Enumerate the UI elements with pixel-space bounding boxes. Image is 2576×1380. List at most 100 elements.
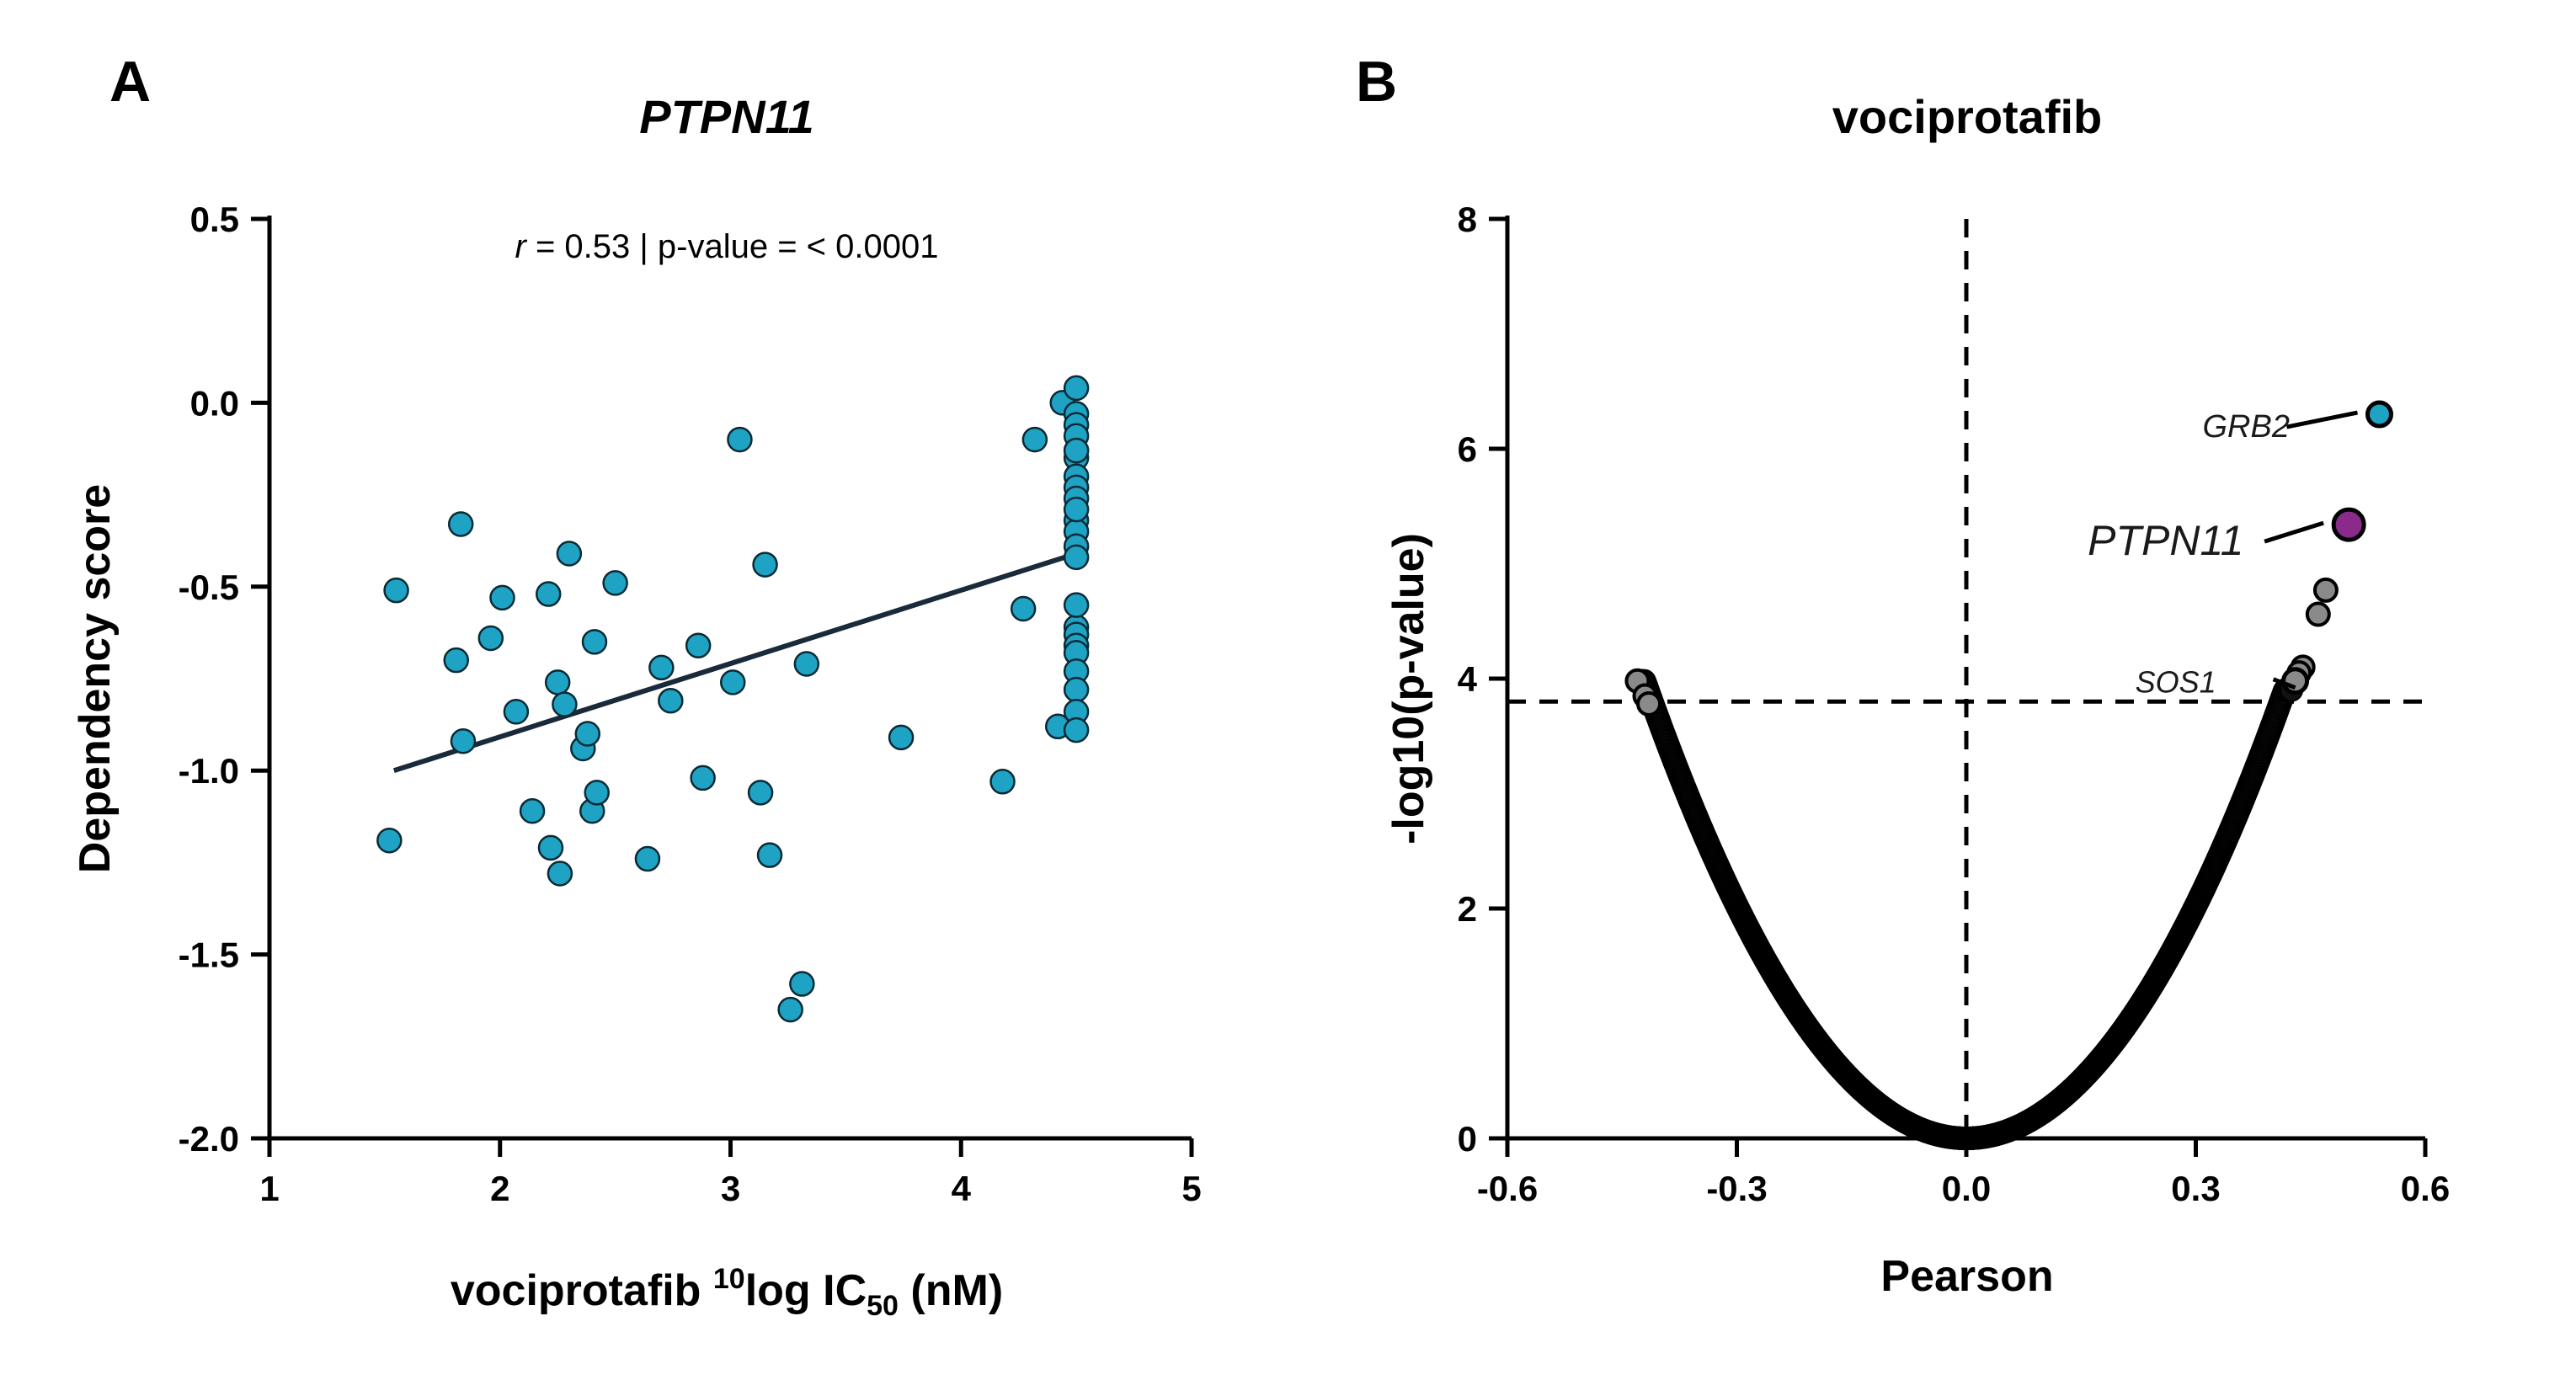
y-tick-label: 2 xyxy=(1458,889,1477,929)
y-tick-label: 6 xyxy=(1458,429,1477,469)
x-tick-label: -0.3 xyxy=(1706,1169,1767,1208)
data-point xyxy=(535,581,562,607)
chart-b-ylabel: -log10(p-value) xyxy=(1384,533,1433,845)
data-point xyxy=(537,834,564,861)
data-point xyxy=(544,669,571,695)
data-point xyxy=(574,721,601,747)
data-point xyxy=(1063,496,1090,523)
data-point xyxy=(584,780,610,806)
leader-line-ptpn11 xyxy=(2264,520,2324,544)
highlight-point-sos1 xyxy=(2281,667,2310,695)
data-point xyxy=(690,765,716,791)
annotation-r-symbol: r xyxy=(515,228,528,265)
data-point xyxy=(519,797,546,824)
regression-line xyxy=(392,551,1078,774)
gene-label-ptpn11: PTPN11 xyxy=(2088,517,2243,564)
chart-b-gene-labels: GRB2 PTPN11 SOS1 xyxy=(2088,409,2358,700)
xlabel-pre: vociprotafib xyxy=(451,1266,713,1315)
data-point xyxy=(556,541,583,567)
gene-label-grb2: GRB2 xyxy=(2203,409,2290,445)
y-tick-label: -1.0 xyxy=(179,751,239,791)
y-tick-label: 4 xyxy=(1458,659,1478,699)
highlight-point-grb2 xyxy=(2365,400,2393,429)
xlabel-post: (nM) xyxy=(899,1266,1003,1315)
data-point xyxy=(658,687,684,714)
data-point xyxy=(777,996,803,1023)
y-tick-label: 0.5 xyxy=(190,200,239,239)
data-point xyxy=(552,691,578,717)
data-point xyxy=(685,632,712,658)
x-tick-label: 3 xyxy=(721,1169,740,1208)
panel-letter-a: A xyxy=(109,50,151,114)
data-point xyxy=(793,651,820,677)
data-point xyxy=(1063,437,1090,464)
xlabel-mid: log IC xyxy=(745,1266,867,1315)
chart-b-axes: 0 2 4 6 8 -0.6 -0.3 0.0 0.3 0.6 xyxy=(1458,200,2451,1208)
chart-b-point-cloud xyxy=(1624,577,2339,1150)
data-point xyxy=(752,551,778,578)
data-point xyxy=(634,845,661,872)
x-tick-label: 0.6 xyxy=(2401,1169,2450,1208)
data-point xyxy=(547,861,573,887)
panel-b: B vociprotafib 0 2 4 6 8 -0.6 -0.3 0.0 0.3 0.6 GR… xyxy=(1356,50,2450,1301)
xlabel-sub: 50 xyxy=(867,1290,899,1322)
data-point xyxy=(727,426,753,453)
data-point xyxy=(450,728,477,754)
gene-label-sos1: SOS1 xyxy=(2136,665,2216,700)
data-point xyxy=(443,647,469,674)
data-point xyxy=(1063,676,1090,703)
data-point xyxy=(376,827,403,854)
significant-point xyxy=(2305,601,2331,627)
data-point xyxy=(602,570,628,596)
annotation-text: = 0.53 | p-value = < 0.0001 xyxy=(526,228,939,265)
chart-a-ylabel: Dependency score xyxy=(71,484,120,873)
data-point xyxy=(1063,717,1090,743)
data-point xyxy=(648,654,675,681)
data-point xyxy=(503,699,530,725)
y-tick-label: -2.0 xyxy=(179,1119,239,1159)
data-point xyxy=(447,511,474,537)
chart-b-highlight-points xyxy=(2281,400,2393,695)
chart-a-annotation: r = 0.53 | p-value = < 0.0001 xyxy=(515,228,939,265)
data-point xyxy=(1063,544,1090,571)
data-point xyxy=(719,669,746,695)
data-point xyxy=(1021,426,1048,453)
x-tick-label: 5 xyxy=(1181,1169,1201,1208)
data-point xyxy=(989,769,1016,795)
y-tick-label: -1.5 xyxy=(179,935,239,975)
y-tick-label: -0.5 xyxy=(179,567,239,607)
x-tick-label: 4 xyxy=(952,1169,972,1208)
data-point xyxy=(1063,592,1090,618)
x-tick-label: 0.3 xyxy=(2171,1169,2220,1208)
x-tick-label: -0.6 xyxy=(1477,1169,1538,1208)
panel-a: A PTPN11 r = 0.53 | p-value = < 0.0001 0… xyxy=(71,50,1202,1322)
y-tick-label: 8 xyxy=(1458,200,1477,239)
chart-a-regression xyxy=(392,551,1078,774)
data-point xyxy=(888,724,915,751)
xlabel-sup: 10 xyxy=(713,1263,745,1295)
y-tick-label: 0 xyxy=(1458,1119,1477,1159)
data-point xyxy=(1063,375,1090,402)
chart-a-points xyxy=(376,375,1090,1023)
data-point xyxy=(747,780,774,806)
chart-b-title: vociprotafib xyxy=(1832,90,2102,143)
y-tick-label: 0.0 xyxy=(190,383,239,423)
data-point xyxy=(756,842,783,868)
significant-point xyxy=(1636,691,1662,717)
data-point xyxy=(477,625,504,652)
data-point xyxy=(789,971,815,997)
leader-line-sos1 xyxy=(2272,677,2296,690)
data-point xyxy=(581,629,608,655)
x-tick-label: 1 xyxy=(259,1169,279,1208)
chart-a-axes: 0.5 0.0 -0.5 -1.0 -1.5 -2.0 1 2 3 4 5 xyxy=(179,200,1202,1208)
chart-a-xlabel: vociprotafib 10log IC50 (nM) xyxy=(451,1263,1003,1322)
significant-point xyxy=(2312,577,2339,603)
leader-line-grb2 xyxy=(2286,410,2358,429)
chart-b-reference-lines xyxy=(1507,219,2425,1138)
highlight-point-ptpn11 xyxy=(2331,507,2366,542)
data-point xyxy=(489,584,515,611)
x-tick-label: 2 xyxy=(490,1169,509,1208)
data-point xyxy=(1010,595,1037,622)
chart-a-title: PTPN11 xyxy=(639,90,813,143)
